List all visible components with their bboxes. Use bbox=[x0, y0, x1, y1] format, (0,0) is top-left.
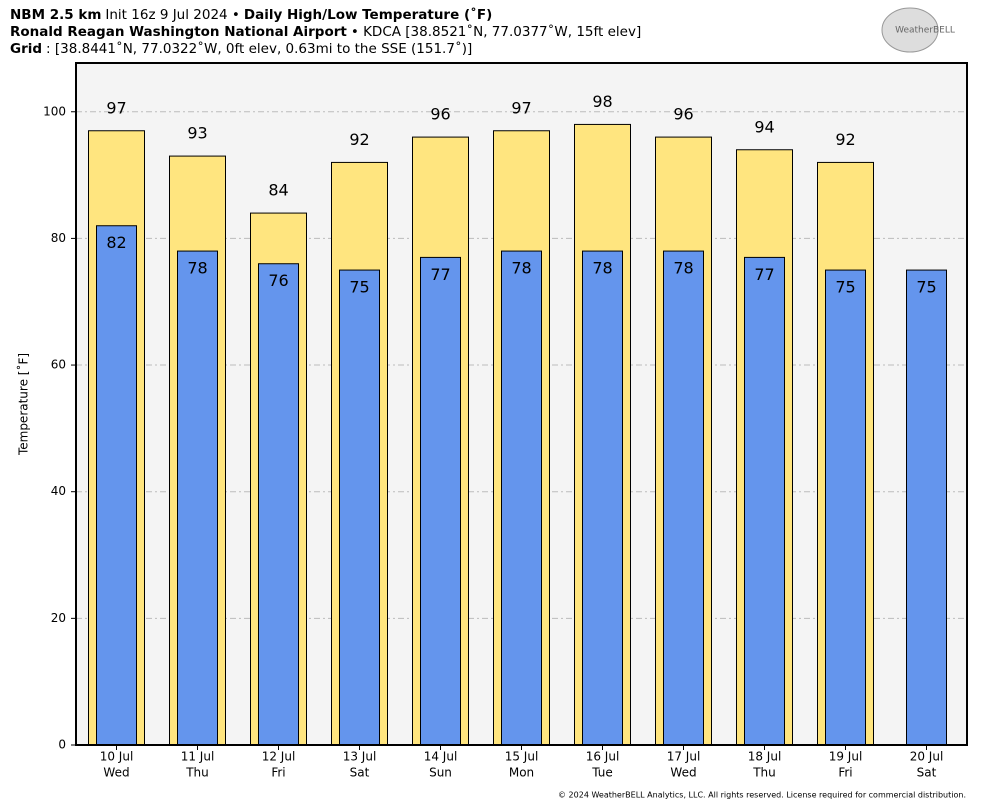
data-label: 78 bbox=[673, 259, 693, 278]
data-label: 92 bbox=[349, 130, 369, 149]
data-label: 94 bbox=[754, 117, 774, 136]
x-tick-label: 20 Jul bbox=[910, 750, 944, 764]
data-label: 98 bbox=[592, 92, 612, 111]
x-tick-label: 17 Jul bbox=[667, 750, 701, 764]
x-tick-label: 12 Jul bbox=[262, 750, 296, 764]
data-label: 97 bbox=[106, 98, 126, 117]
x-tick-sublabel: Thu bbox=[752, 766, 776, 780]
data-label: 78 bbox=[187, 259, 207, 278]
x-tick-sublabel: Wed bbox=[103, 766, 129, 780]
data-label: 96 bbox=[430, 105, 450, 124]
title-segment: : [38.8441˚N, 77.0322˚W, 0ft elev, 0.63m… bbox=[46, 40, 472, 57]
y-tick-label: 60 bbox=[51, 358, 66, 372]
data-label: 75 bbox=[835, 278, 855, 297]
x-tick-sublabel: Sun bbox=[429, 766, 452, 780]
bar-low bbox=[339, 269, 380, 746]
bar-low bbox=[177, 250, 218, 746]
bar-low bbox=[582, 250, 623, 746]
title-segment: Ronald Reagan Washington National Airpor… bbox=[10, 24, 347, 40]
x-tick-label: 11 Jul bbox=[181, 750, 215, 764]
data-label: 97 bbox=[511, 98, 531, 117]
data-label: 84 bbox=[268, 181, 288, 200]
x-tick-sublabel: Fri bbox=[838, 766, 852, 780]
y-tick-label: 0 bbox=[58, 738, 66, 752]
x-tick-label: 15 Jul bbox=[505, 750, 539, 764]
bar-low bbox=[825, 269, 866, 746]
logo-text: WeatherBELL bbox=[895, 26, 955, 36]
data-label: 92 bbox=[835, 130, 855, 149]
y-tick-label: 40 bbox=[51, 484, 66, 498]
bar-low bbox=[744, 256, 785, 746]
x-tick-sublabel: Wed bbox=[670, 766, 696, 780]
y-tick-label: 20 bbox=[51, 611, 66, 625]
bar-low bbox=[420, 256, 461, 746]
data-label: 76 bbox=[268, 271, 288, 290]
title-line: Grid: [38.8441˚N, 77.0322˚W, 0ft elev, 0… bbox=[10, 40, 472, 57]
title-segment: • KDCA [38.8521˚N, 77.0377˚W, 15ft elev] bbox=[351, 23, 641, 40]
bar-low bbox=[258, 263, 299, 746]
x-tick-sublabel: Fri bbox=[271, 766, 285, 780]
title-line: NBM 2.5 km Init 16z 9 Jul 2024 • Daily Hig… bbox=[10, 6, 492, 23]
bar-low bbox=[906, 269, 947, 746]
x-tick-sublabel: Sat bbox=[350, 766, 370, 780]
plot-frame bbox=[75, 62, 968, 746]
x-tick-label: 13 Jul bbox=[343, 750, 377, 764]
title-segment: Init 16z 9 Jul 2024 • bbox=[105, 7, 240, 23]
x-tick-sublabel: Thu bbox=[185, 766, 209, 780]
y-tick-label: 100 bbox=[43, 104, 66, 118]
title-segment: NBM 2.5 km bbox=[10, 7, 101, 23]
title-block: NBM 2.5 km Init 16z 9 Jul 2024 • Daily Hig… bbox=[10, 6, 641, 57]
data-label: 82 bbox=[106, 233, 126, 252]
data-label: 96 bbox=[673, 105, 693, 124]
x-tick-sublabel: Mon bbox=[509, 766, 534, 780]
data-label: 77 bbox=[430, 265, 450, 284]
y-tick-label: 80 bbox=[51, 231, 66, 245]
y-axis-label: Temperature [˚F] bbox=[16, 353, 31, 456]
data-label: 78 bbox=[592, 259, 612, 278]
title-segment: Daily High/Low Temperature (˚F) bbox=[244, 6, 492, 23]
x-tick-sublabel: Tue bbox=[591, 766, 613, 780]
footer: © 2024 WeatherBELL Analytics, LLC. All r… bbox=[558, 791, 966, 800]
bar-low bbox=[96, 225, 137, 746]
bar-low bbox=[663, 250, 704, 746]
bar-low bbox=[501, 250, 542, 746]
bars: 97 93 84 92 96 97 98 96 94 92 82 78 76 75 77 78 78 78 77 75… bbox=[88, 92, 947, 746]
logo: WeatherBELL bbox=[881, 7, 955, 53]
title-line: Ronald Reagan Washington National Airpor… bbox=[10, 23, 641, 40]
data-label: 75 bbox=[916, 278, 936, 297]
x-tick-label: 10 Jul bbox=[100, 750, 134, 764]
x-tick-label: 18 Jul bbox=[748, 750, 782, 764]
data-label: 78 bbox=[511, 259, 531, 278]
x-tick-sublabel: Sat bbox=[917, 766, 937, 780]
data-label: 77 bbox=[754, 265, 774, 284]
x-tick-label: 16 Jul bbox=[586, 750, 620, 764]
x-tick-label: 19 Jul bbox=[829, 750, 863, 764]
x-tick-label: 14 Jul bbox=[424, 750, 458, 764]
data-label: 93 bbox=[187, 124, 207, 143]
title-segment: Grid bbox=[10, 41, 42, 57]
logo-shape bbox=[881, 7, 939, 53]
data-label: 75 bbox=[349, 278, 369, 297]
